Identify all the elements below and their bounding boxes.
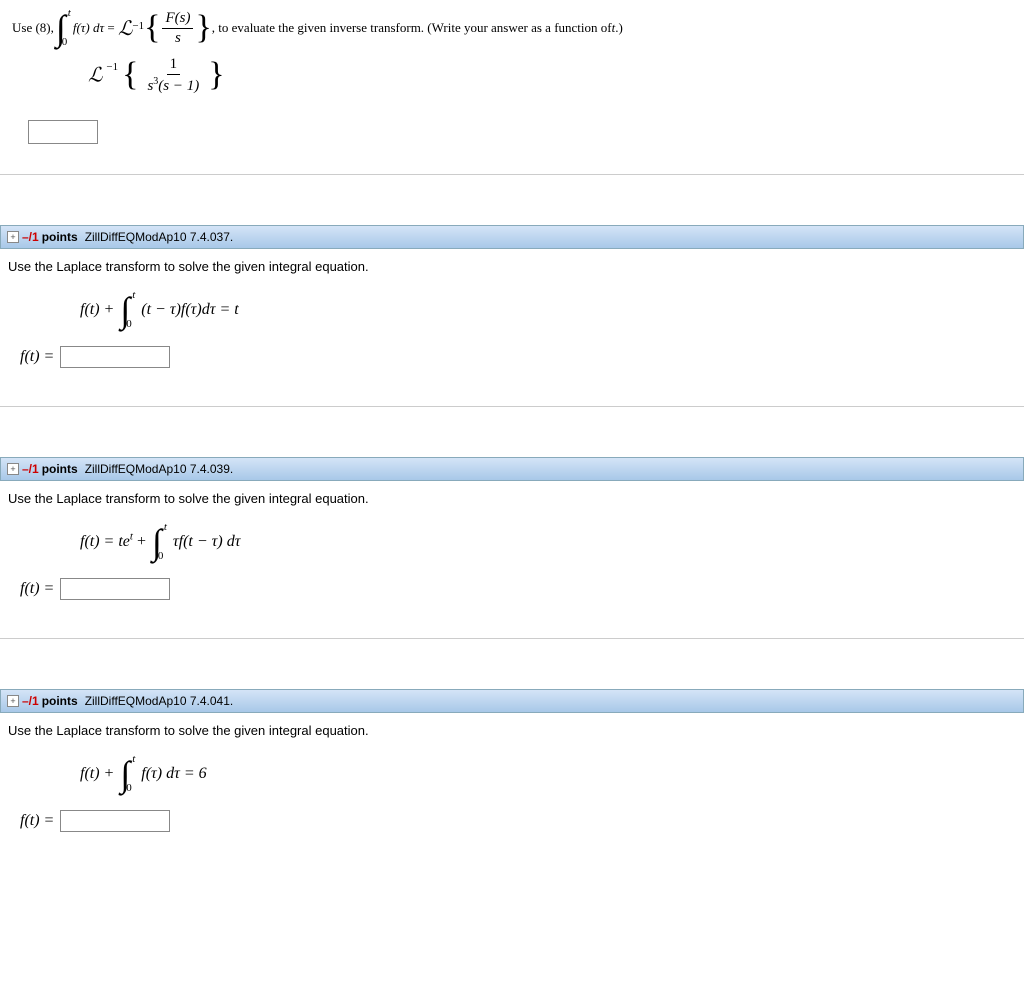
answer-input-4[interactable] xyxy=(60,810,170,832)
answer-row-2: f(t) = xyxy=(0,338,1024,376)
problem-2: + –/1 points ZillDiffEQModAp10 7.4.037. … xyxy=(0,225,1024,407)
answer-label-3: f(t) = xyxy=(20,580,54,598)
suffix-text: , to evaluate the given inverse transfor… xyxy=(212,20,612,36)
points-value: –/1 xyxy=(22,462,39,476)
close-brace-1: } xyxy=(195,16,211,40)
fraction-main: 1 s3(s − 1) xyxy=(144,56,202,94)
answer-label-2: f(t) = xyxy=(20,348,54,366)
use-8-text: Use (8), xyxy=(12,20,54,36)
integral-4: ∫ t0 xyxy=(120,754,135,794)
equation-3: f(t) = tet + ∫ t0 τf(t − τ) dτ xyxy=(0,514,1024,570)
answer-input-2[interactable] xyxy=(60,346,170,368)
problem-4-prompt: Use the Laplace transform to solve the g… xyxy=(0,713,1024,746)
expand-icon[interactable]: + xyxy=(7,463,19,475)
answer-row-4: f(t) = xyxy=(0,802,1024,840)
problem-source: ZillDiffEQModAp10 7.4.037. xyxy=(85,230,234,244)
fraction-Fs-over-s: F(s) s xyxy=(162,10,193,46)
integral-2: ∫ t0 xyxy=(120,290,135,330)
answer-input-1[interactable] xyxy=(28,120,98,144)
problem-4-header: + –/1 points ZillDiffEQModAp10 7.4.041. xyxy=(0,689,1024,713)
answer-label-4: f(t) = xyxy=(20,812,54,830)
laplace-L-2: ℒ xyxy=(88,65,102,87)
open-brace-1: { xyxy=(144,16,160,40)
problem-4: + –/1 points ZillDiffEQModAp10 7.4.041. … xyxy=(0,689,1024,870)
integral-3: ∫ t0 xyxy=(152,522,167,562)
problem-3: + –/1 points ZillDiffEQModAp10 7.4.039. … xyxy=(0,457,1024,639)
problem-source: ZillDiffEQModAp10 7.4.039. xyxy=(85,462,234,476)
expand-icon[interactable]: + xyxy=(7,231,19,243)
problem-2-header: + –/1 points ZillDiffEQModAp10 7.4.037. xyxy=(0,225,1024,249)
problem-3-prompt: Use the Laplace transform to solve the g… xyxy=(0,481,1024,514)
expand-icon[interactable]: + xyxy=(7,695,19,707)
points-label: points xyxy=(42,694,78,708)
expression-1: ℒ −1 { 1 s3(s − 1) } xyxy=(8,48,1016,102)
problem-source: ZillDiffEQModAp10 7.4.041. xyxy=(85,694,234,708)
integrand-1: f(τ) dτ xyxy=(73,20,104,36)
laplace-L-1: ℒ xyxy=(118,16,132,41)
equation-2: f(t) + ∫ t0 (t − τ)f(τ)dτ = t xyxy=(0,282,1024,338)
problem-1-statement: Use (8), ∫ t0 f(τ) dτ = ℒ −1 { F(s) s } … xyxy=(8,8,1016,48)
points-value: –/1 xyxy=(22,694,39,708)
answer-input-3[interactable] xyxy=(60,578,170,600)
integral-1: ∫ t0 xyxy=(56,8,71,48)
problem-2-prompt: Use the Laplace transform to solve the g… xyxy=(0,249,1024,282)
equation-4: f(t) + ∫ t0 f(τ) dτ = 6 xyxy=(0,746,1024,802)
points-value: –/1 xyxy=(22,230,39,244)
problem-1: Use (8), ∫ t0 f(τ) dτ = ℒ −1 { F(s) s } … xyxy=(0,0,1024,175)
points-label: points xyxy=(42,230,78,244)
points-label: points xyxy=(42,462,78,476)
problem-3-header: + –/1 points ZillDiffEQModAp10 7.4.039. xyxy=(0,457,1024,481)
answer-row-3: f(t) = xyxy=(0,570,1024,608)
